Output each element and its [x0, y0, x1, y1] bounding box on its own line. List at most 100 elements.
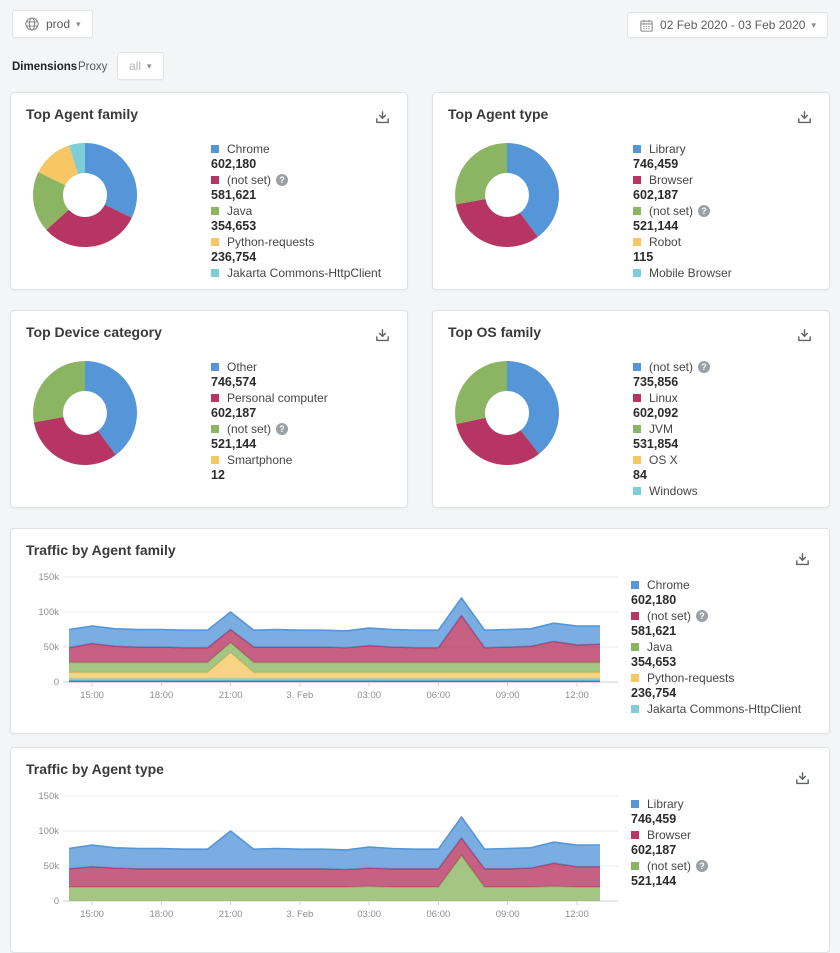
- legend-label: Java: [227, 203, 253, 218]
- legend-item: Chrome: [631, 577, 831, 593]
- help-icon[interactable]: ?: [696, 609, 709, 622]
- donut-slice: [38, 145, 79, 186]
- legend-item: (not set)?: [633, 203, 833, 219]
- legend-swatch: [211, 175, 219, 184]
- svg-text:15:00: 15:00: [80, 690, 104, 701]
- svg-text:15:00: 15:00: [80, 909, 104, 920]
- donut-card: Top Agent type Library 746,459 Browser 602,1…: [432, 92, 830, 290]
- legend-swatch: [633, 237, 641, 246]
- legend-swatch: [633, 393, 641, 402]
- download-button[interactable]: [792, 768, 813, 789]
- donut-card: Top Agent family Chrome 602,180 (not set)? 5…: [10, 92, 408, 290]
- area-series: [69, 838, 600, 887]
- svg-text:12:00: 12:00: [565, 690, 589, 701]
- legend-label: (not set): [647, 858, 692, 873]
- legend-item: (not set)?: [631, 858, 831, 874]
- legend-value: 521,144: [631, 873, 677, 888]
- legend-swatch: [633, 455, 641, 464]
- legend-label: Jakarta Commons-HttpClient: [647, 701, 802, 716]
- calendar-icon: [640, 19, 653, 32]
- date-range-label: 02 Feb 2020 - 03 Feb 2020: [660, 18, 806, 32]
- donut-slice: [455, 143, 507, 205]
- download-button[interactable]: [794, 107, 815, 128]
- legend-label: Library: [647, 796, 684, 811]
- legend-value: 746,459: [631, 811, 677, 826]
- environment-selector[interactable]: prod ▾: [12, 10, 93, 38]
- svg-text:0: 0: [54, 896, 59, 907]
- legend-swatch: [211, 362, 219, 371]
- legend-value: 735,856: [633, 374, 679, 389]
- legend-item: Library: [631, 796, 831, 812]
- donut-slice: [85, 361, 137, 455]
- legend-item: Linux: [633, 390, 833, 406]
- legend-item: Python-requests: [211, 234, 411, 250]
- legend-item: Robot: [633, 234, 833, 250]
- legend: Chrome 602,180 (not set)? 581,621 Java 354,65…: [211, 141, 411, 281]
- legend-label: (not set): [227, 421, 272, 436]
- svg-text:50k: 50k: [44, 861, 60, 872]
- legend-item: (not set)?: [211, 421, 411, 437]
- date-range-picker[interactable]: 02 Feb 2020 - 03 Feb 2020 ▾: [627, 12, 828, 38]
- help-icon[interactable]: ?: [276, 173, 289, 186]
- download-button[interactable]: [794, 325, 815, 346]
- area-series: [69, 817, 600, 870]
- donut-chart: [455, 361, 559, 465]
- donut-slice: [455, 361, 507, 424]
- svg-text:09:00: 09:00: [496, 690, 520, 701]
- download-button[interactable]: [372, 107, 393, 128]
- help-icon[interactable]: ?: [698, 360, 711, 373]
- help-icon[interactable]: ?: [696, 859, 709, 872]
- traffic-card: Traffic by Agent family 150k 100k 50k 0 15:00…: [10, 528, 830, 734]
- donut-chart: [33, 361, 137, 465]
- donut-slice: [68, 143, 85, 175]
- legend-value: 602,092: [633, 405, 679, 420]
- legend-label: Robot: [649, 234, 682, 249]
- legend-item: Library: [633, 141, 833, 157]
- download-icon: [796, 553, 809, 566]
- legend-label: Java: [647, 639, 673, 654]
- legend-label: (not set): [649, 359, 694, 374]
- download-button[interactable]: [372, 325, 393, 346]
- svg-text:3. Feb: 3. Feb: [286, 909, 313, 920]
- area-series: [69, 652, 600, 679]
- legend-item: Smartphone: [211, 452, 411, 468]
- svg-text:100k: 100k: [38, 607, 59, 618]
- legend-swatch: [631, 580, 639, 589]
- card-title: Traffic by Agent family: [26, 542, 176, 558]
- legend-swatch: [633, 268, 641, 277]
- legend: (not set)? 735,856 Linux 602,092 JVM 531,854 O…: [633, 359, 833, 499]
- proxy-filter-value: all: [129, 59, 142, 73]
- proxy-filter-select[interactable]: all ▾: [117, 52, 164, 80]
- svg-text:03:00: 03:00: [357, 909, 381, 920]
- legend-item: (not set)?: [633, 359, 833, 375]
- legend-value: 115: [633, 249, 654, 264]
- legend-swatch: [633, 175, 641, 184]
- download-button[interactable]: [792, 549, 813, 570]
- legend-swatch: [211, 144, 219, 153]
- legend-swatch: [631, 799, 639, 808]
- legend-value: 236,754: [211, 249, 257, 264]
- donut-chart: [455, 143, 559, 247]
- legend-swatch: [211, 424, 219, 433]
- svg-text:0: 0: [54, 677, 59, 688]
- legend-item: Java: [631, 639, 831, 655]
- help-icon[interactable]: ?: [276, 422, 289, 435]
- area-series: [69, 642, 600, 673]
- area-chart: 150k 100k 50k 0 15:00 18:00 21:00 3. Feb 03:00 06…: [38, 572, 618, 701]
- card-title: Traffic by Agent type: [26, 761, 164, 777]
- legend-value: 521,144: [633, 218, 679, 233]
- legend-swatch: [633, 424, 641, 433]
- proxy-label: Proxy: [78, 61, 108, 73]
- legend-label: Linux: [649, 390, 678, 405]
- area-series: [69, 615, 600, 663]
- card-title: Top Agent family: [26, 106, 138, 122]
- help-icon[interactable]: ?: [698, 204, 711, 217]
- legend-label: Other: [227, 359, 258, 374]
- legend-swatch: [631, 673, 639, 682]
- legend-swatch: [631, 830, 639, 839]
- donut-card: Top Device category Other 746,574 Personal …: [10, 310, 408, 508]
- svg-text:09:00: 09:00: [496, 909, 520, 920]
- legend-swatch: [633, 144, 641, 153]
- area-chart: 150k 100k 50k 0 15:00 18:00 21:00 3. Feb 03:00 06…: [38, 791, 618, 920]
- svg-text:3. Feb: 3. Feb: [286, 690, 313, 701]
